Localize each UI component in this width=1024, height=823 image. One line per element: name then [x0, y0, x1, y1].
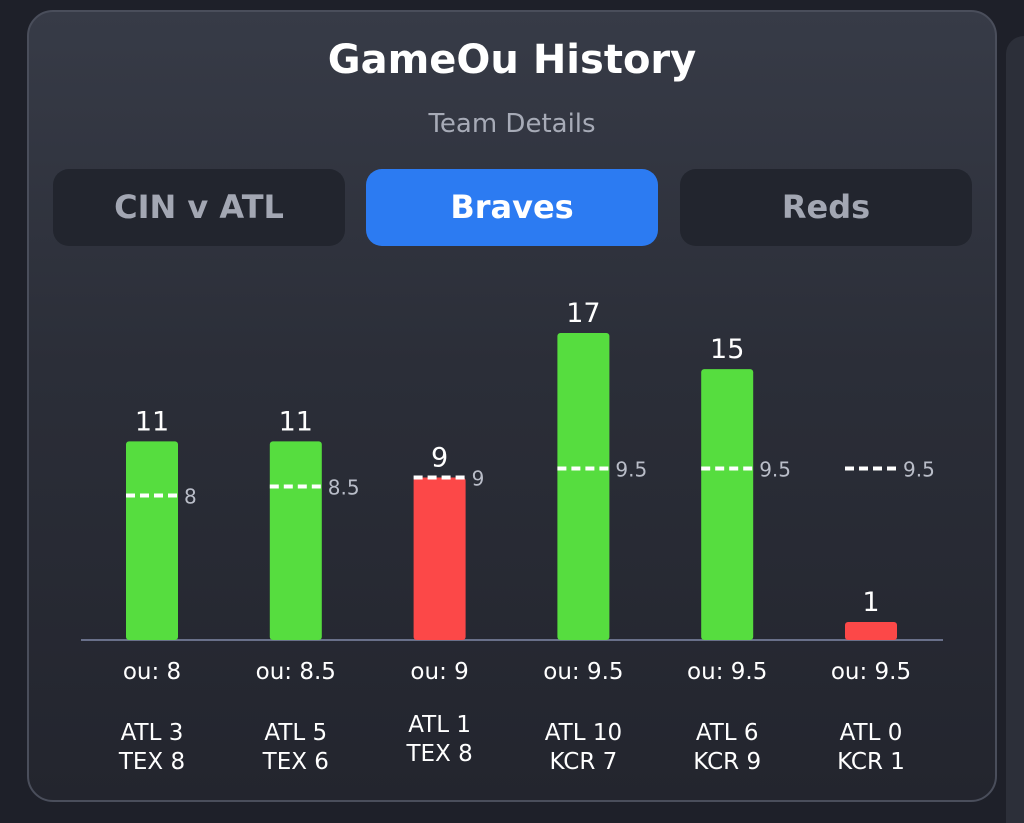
score-atl-4: ATL 10 — [545, 720, 622, 746]
background-card-edge — [1006, 36, 1024, 823]
ou-line-label-5: 9.5 — [759, 457, 791, 481]
game-ou-history-card — [27, 10, 997, 802]
page-subtitle: Team Details — [428, 109, 596, 139]
bar-5 — [701, 369, 754, 640]
score-opponent-6: KCR 1 — [837, 749, 905, 775]
ou-line-label-4: 9.5 — [615, 457, 647, 481]
score-opponent-5: KCR 9 — [693, 749, 761, 775]
bar-value-label-3: 9 — [431, 442, 448, 473]
ou-caption-4: ou: 9.5 — [543, 659, 623, 685]
ou-caption-5: ou: 9.5 — [687, 659, 767, 685]
score-opponent-1: TEX 8 — [118, 749, 185, 775]
score-opponent-3: TEX 8 — [405, 741, 472, 767]
score-atl-1: ATL 3 — [121, 720, 184, 746]
ou-line-label-6: 9.5 — [903, 457, 935, 481]
tab-reds[interactable]: Reds — [680, 169, 972, 246]
page-title: GameOu History — [327, 37, 697, 83]
ou-caption-6: ou: 9.5 — [831, 659, 911, 685]
ou-caption-1: ou: 8 — [123, 659, 181, 685]
tab-matchup[interactable]: CIN v ATL — [53, 169, 345, 246]
bar-value-label-5: 15 — [710, 334, 744, 365]
score-atl-6: ATL 0 — [840, 720, 903, 746]
ou-line-label-3: 9 — [472, 466, 485, 490]
bar-6 — [845, 621, 897, 640]
tab-braves[interactable]: Braves — [366, 169, 658, 246]
ou-caption-2: ou: 8.5 — [256, 659, 336, 685]
bar-3 — [413, 477, 466, 640]
score-atl-5: ATL 6 — [696, 720, 759, 746]
bar-4 — [557, 333, 610, 640]
score-opponent-4: KCR 7 — [549, 749, 617, 775]
score-opponent-2: TEX 6 — [262, 749, 329, 775]
bar-1 — [126, 441, 178, 640]
bar-value-label-1: 11 — [135, 406, 169, 437]
score-atl-3: ATL 1 — [408, 712, 471, 738]
ou-line-label-2: 8.5 — [328, 476, 360, 500]
bar-2 — [269, 441, 322, 640]
bar-value-label-2: 11 — [279, 406, 313, 437]
bar-value-label-6: 1 — [862, 587, 879, 618]
ou-line-label-1: 8 — [184, 485, 197, 509]
ou-caption-3: ou: 9 — [410, 659, 468, 685]
score-atl-2: ATL 5 — [264, 720, 327, 746]
bar-value-label-4: 17 — [566, 298, 600, 329]
